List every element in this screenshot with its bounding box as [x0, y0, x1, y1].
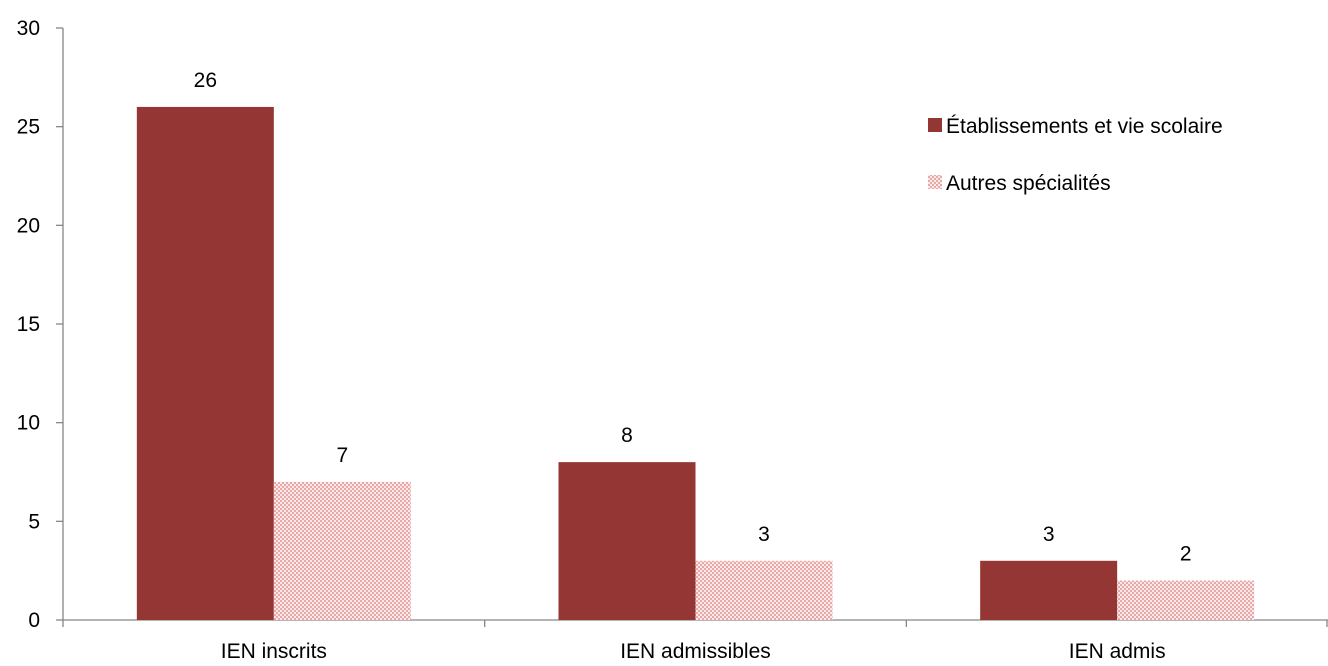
y-axis: 0 5 10 15 20 25 30: [17, 17, 64, 632]
legend-swatch: [928, 118, 942, 132]
data-label: 2: [1180, 543, 1192, 566]
bars: [136, 106, 1255, 620]
x-category-label: IEN admissibles: [620, 640, 771, 663]
y-tick-label: 10: [17, 412, 40, 435]
y-tick-label: 20: [17, 214, 40, 237]
data-labels: 26 8 3 7 3 2: [194, 69, 1192, 566]
legend-swatch: [928, 175, 942, 189]
data-label: 7: [336, 444, 348, 467]
y-tick-label: 25: [17, 116, 40, 139]
data-label: 8: [621, 424, 633, 447]
bar: [1117, 580, 1255, 620]
x-axis: IEN inscrits IEN admissibles IEN admis: [62, 619, 1328, 663]
y-tick-label: 5: [28, 510, 40, 533]
legend: Établissements et vie scolaire Autres spé…: [928, 115, 1223, 195]
legend-label: Autres spécialités: [946, 172, 1111, 195]
bar: [558, 462, 696, 620]
bar: [695, 560, 833, 620]
data-label: 3: [1043, 523, 1055, 546]
legend-label: Établissements et vie scolaire: [946, 115, 1223, 138]
y-tick-label: 15: [17, 313, 40, 336]
y-tick-label: 30: [17, 17, 40, 40]
x-category-label: IEN inscrits: [221, 640, 327, 663]
bar: [273, 481, 411, 620]
y-tick-label: 0: [28, 609, 40, 632]
data-label: 26: [194, 69, 217, 92]
x-category-label: IEN admis: [1069, 640, 1166, 663]
bar: [136, 106, 274, 620]
data-label: 3: [758, 523, 770, 546]
bar: [980, 560, 1118, 620]
